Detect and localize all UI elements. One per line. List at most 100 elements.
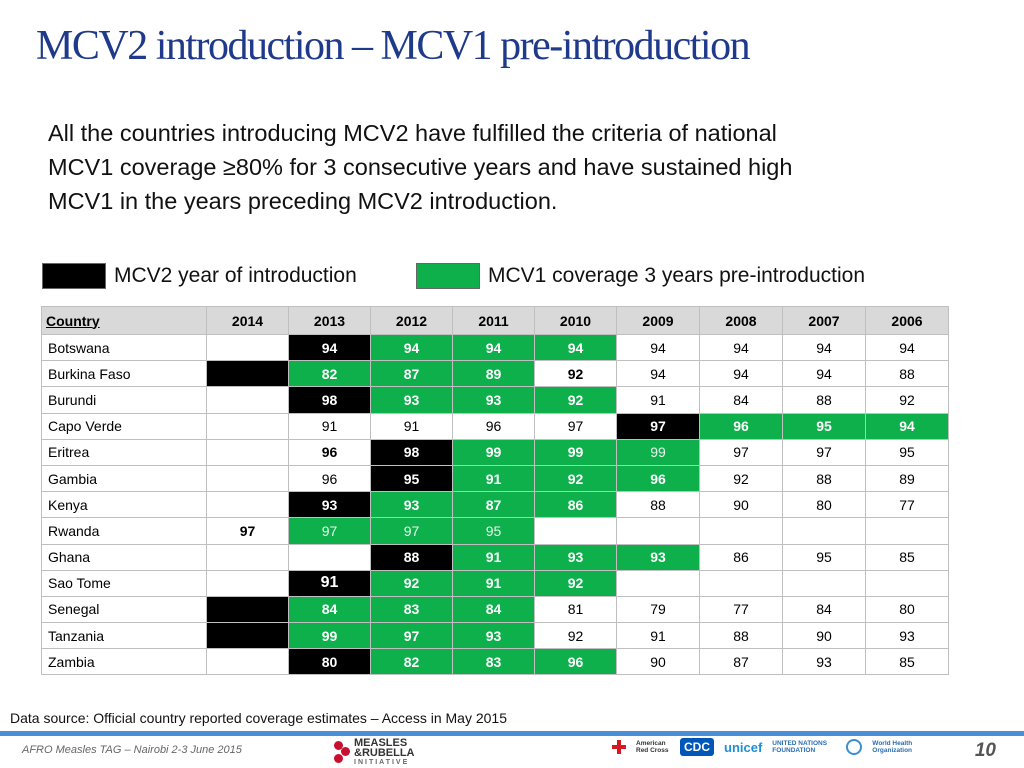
coverage-cell: 94	[616, 360, 700, 388]
measles-rubella-logo: MEASLES &RUBELLA INITIATIVE	[334, 738, 415, 768]
header-year: 2007	[782, 306, 866, 335]
coverage-cell: 96	[534, 648, 617, 676]
coverage-cell	[206, 333, 289, 362]
data-source-note: Data source: Official country reported c…	[10, 710, 507, 726]
coverage-cell: 95	[865, 438, 949, 466]
partner-cdc: CDC	[680, 738, 714, 756]
coverage-cell: 94	[288, 333, 371, 362]
country-cell: Rwanda	[41, 517, 207, 545]
coverage-cell: 99	[616, 438, 700, 466]
country-cell: Botswana	[41, 333, 207, 362]
coverage-cell: 92	[534, 386, 617, 414]
coverage-cell: 97	[616, 412, 700, 440]
partner-unicef: unicef	[724, 739, 763, 755]
header-year: 2012	[370, 306, 453, 335]
coverage-cell: 82	[370, 648, 453, 676]
country-cell: Sao Tome	[41, 569, 207, 597]
coverage-cell: 98	[288, 386, 371, 414]
table-row: Ghana 88 91 93 93 86 95 85	[41, 543, 949, 571]
coverage-cell: 87	[699, 648, 783, 676]
country-cell: Capo Verde	[41, 412, 207, 440]
coverage-cell: 92	[370, 569, 453, 597]
coverage-cell: 88	[616, 491, 700, 519]
coverage-cell	[782, 517, 866, 545]
header-year: 2010	[534, 306, 617, 335]
table-header-row: Country 2014 2013 2012 2011 2010 2009 2008 2007 2…	[41, 306, 949, 335]
coverage-cell: 92	[534, 360, 617, 388]
coverage-cell: 88	[865, 360, 949, 388]
table-row: Sao Tome 91 92 91 92	[41, 569, 949, 597]
coverage-cell: 93	[288, 491, 371, 519]
coverage-cell: 93	[782, 648, 866, 676]
coverage-cell	[616, 517, 700, 545]
table-row: Eritrea 96 98 99 99 99 97 97 95	[41, 438, 949, 466]
coverage-cell	[206, 491, 289, 519]
partner-logos: American Red Cross CDC unicef UNITED NAT…	[612, 738, 918, 756]
coverage-cell: 90	[782, 622, 866, 650]
header-year: 2013	[288, 306, 371, 335]
coverage-cell: 88	[699, 622, 783, 650]
table-body: Botswana 94 94 94 94 94 94 94 94 Burkina Faso 82 87…	[41, 333, 949, 676]
red-cross-icon	[612, 740, 626, 754]
coverage-cell: 84	[699, 386, 783, 414]
coverage-cell: 85	[865, 543, 949, 571]
who-emblem-icon	[846, 739, 863, 755]
coverage-cell	[206, 622, 289, 650]
coverage-cell: 99	[452, 438, 535, 466]
coverage-cell: 83	[370, 595, 453, 624]
legend-intro: MCV2 year of introduction	[42, 262, 357, 290]
coverage-cell: 94	[865, 412, 949, 440]
intro-paragraph: All the countries introducing MCV2 have …	[48, 120, 793, 214]
table-row: Gambia 96 95 91 92 96 92 88 89	[41, 464, 949, 493]
table-row: Tanzania 99 97 93 92 91 88 90 93	[41, 622, 949, 650]
coverage-cell: 95	[782, 412, 866, 440]
country-cell: Zambia	[41, 648, 207, 676]
table-row: Senegal 84 83 84 81 79 77 84 80	[41, 595, 949, 624]
coverage-cell: 93	[534, 543, 617, 571]
coverage-cell: 93	[370, 491, 453, 519]
country-cell: Ghana	[41, 543, 207, 571]
page-number: 10	[974, 740, 996, 761]
table-row: Capo Verde 91 91 96 97 97 96 95 94	[41, 412, 949, 440]
coverage-cell: 91	[370, 412, 453, 440]
coverage-cell: 80	[865, 595, 949, 624]
coverage-cell: 81	[534, 595, 617, 624]
country-cell: Eritrea	[41, 438, 207, 466]
partner-unf: UNITED NATIONS FOUNDATION	[772, 740, 828, 754]
coverage-cell: 95	[370, 464, 453, 493]
coverage-cell	[206, 438, 289, 466]
coverage-cell	[206, 386, 289, 414]
coverage-cell: 95	[452, 517, 535, 545]
coverage-cell	[865, 569, 949, 597]
legend-label-intro: MCV2 year of introduction	[114, 264, 357, 287]
coverage-cell: 80	[782, 491, 866, 519]
coverage-table: Country 2014 2013 2012 2011 2010 2009 2008 2007 2…	[41, 306, 949, 676]
coverage-cell: 87	[370, 360, 453, 388]
coverage-cell: 94	[370, 333, 453, 362]
coverage-cell	[616, 569, 700, 597]
partner-who: World Health Organization	[872, 740, 913, 754]
coverage-cell: 94	[865, 333, 949, 362]
coverage-cell: 79	[616, 595, 700, 624]
coverage-cell: 97	[534, 412, 617, 440]
coverage-cell: 91	[288, 569, 371, 597]
coverage-cell: 93	[370, 386, 453, 414]
header-year: 2009	[616, 306, 700, 335]
header-year: 2006	[865, 306, 949, 335]
coverage-cell: 91	[616, 622, 700, 650]
coverage-cell: 86	[699, 543, 783, 571]
coverage-cell	[288, 543, 371, 571]
legend-swatch-green	[416, 263, 480, 289]
coverage-cell: 89	[452, 360, 535, 388]
coverage-cell: 90	[699, 491, 783, 519]
coverage-cell: 97	[288, 517, 371, 545]
coverage-cell: 94	[616, 333, 700, 362]
coverage-cell: 93	[452, 622, 535, 650]
coverage-cell: 93	[452, 386, 535, 414]
coverage-cell: 97	[370, 622, 453, 650]
coverage-cell: 98	[370, 438, 453, 466]
coverage-cell: 87	[452, 491, 535, 519]
coverage-cell	[206, 464, 289, 493]
coverage-cell: 83	[452, 648, 535, 676]
coverage-cell: 96	[699, 412, 783, 440]
